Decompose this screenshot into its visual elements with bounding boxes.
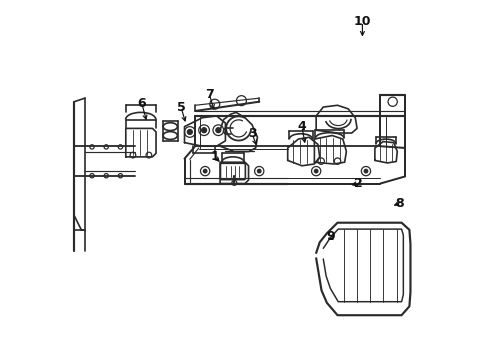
Text: 7: 7	[205, 88, 214, 101]
Text: 1: 1	[210, 150, 219, 163]
Text: 3: 3	[248, 127, 256, 140]
Text: 9: 9	[326, 230, 335, 243]
FancyBboxPatch shape	[220, 163, 245, 180]
Text: 10: 10	[354, 15, 371, 28]
Text: 6: 6	[138, 97, 146, 110]
Circle shape	[257, 169, 261, 173]
Circle shape	[364, 169, 368, 173]
Text: 8: 8	[395, 197, 404, 210]
Circle shape	[201, 128, 207, 133]
Text: 4: 4	[297, 120, 306, 133]
Circle shape	[216, 128, 221, 133]
Circle shape	[187, 130, 193, 134]
Text: 2: 2	[354, 177, 363, 190]
Text: 5: 5	[176, 100, 185, 113]
Circle shape	[203, 169, 207, 173]
Circle shape	[315, 169, 318, 173]
